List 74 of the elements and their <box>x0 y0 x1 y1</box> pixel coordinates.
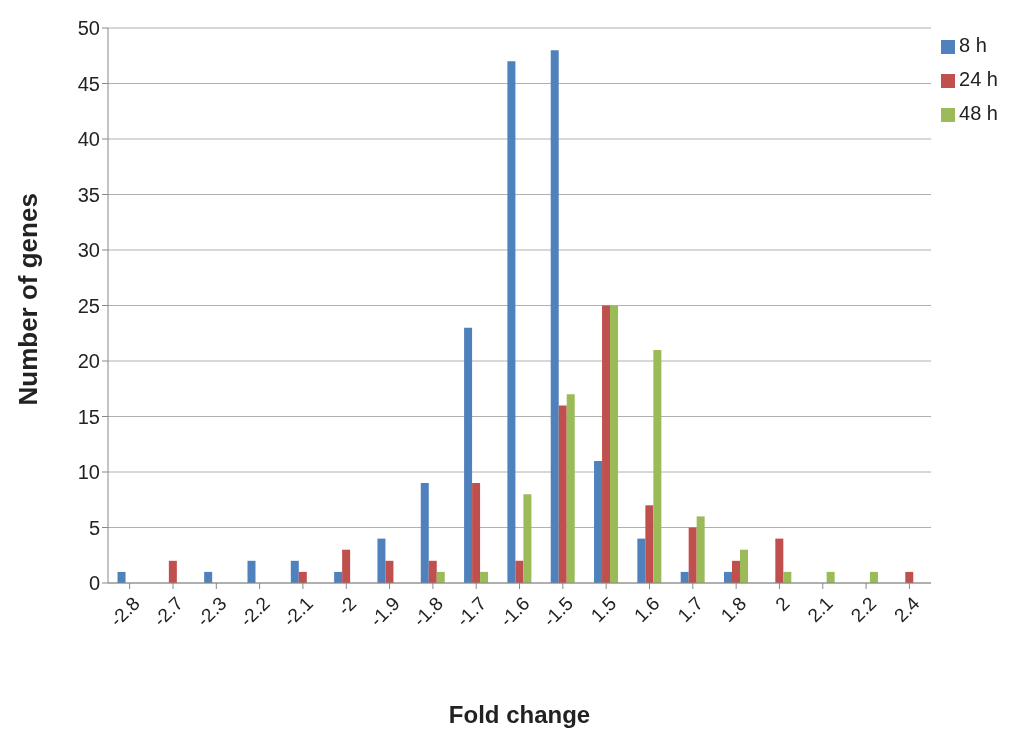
x-tick-label: -1.9 <box>365 592 404 631</box>
bar <box>436 571 445 583</box>
y-tick-label: 20 <box>77 350 100 373</box>
y-tick-label: 0 <box>88 572 100 595</box>
bar <box>724 571 732 583</box>
bar <box>602 305 611 583</box>
bar <box>507 61 516 583</box>
bar <box>680 571 689 583</box>
x-tick-label: 1.6 <box>630 592 664 627</box>
bar <box>428 560 437 583</box>
bar <box>168 560 177 583</box>
bar <box>783 571 792 583</box>
y-tick-label: 45 <box>77 72 100 95</box>
y-tick-label: 10 <box>77 461 100 484</box>
bar <box>523 494 532 583</box>
bar <box>740 549 748 583</box>
x-tick-label: -1.8 <box>409 592 448 631</box>
bar <box>826 571 835 583</box>
bar <box>342 549 351 583</box>
x-tick-label: -2.3 <box>192 592 231 631</box>
bar <box>696 516 705 583</box>
bar <box>377 538 386 583</box>
y-tick-label: 40 <box>77 128 100 151</box>
x-tick-label: 2.4 <box>890 592 924 627</box>
bar <box>566 394 575 583</box>
bar <box>385 560 394 583</box>
x-tick-label: -2.8 <box>105 592 144 631</box>
bar <box>247 560 256 583</box>
bar <box>480 571 489 583</box>
bar <box>645 505 654 583</box>
x-tick-label: 1.5 <box>586 592 621 627</box>
bar <box>637 538 646 583</box>
bar <box>610 305 619 583</box>
bar <box>204 571 213 583</box>
x-tick-label: -2.7 <box>149 592 188 631</box>
x-axis-title: Fold change <box>448 701 591 728</box>
bar <box>558 405 567 583</box>
bar <box>298 571 307 583</box>
y-tick-label: 30 <box>77 239 100 262</box>
x-tick-label: 2.2 <box>846 592 881 627</box>
legend-label: 24 h <box>959 68 998 90</box>
bar <box>290 560 299 583</box>
legend-label: 48 h <box>959 102 998 124</box>
bar <box>869 571 878 583</box>
bar <box>464 327 473 583</box>
bar <box>117 571 126 583</box>
x-tick-label: 1.8 <box>716 592 751 627</box>
x-tick-label: 2 <box>771 592 794 615</box>
bar <box>775 538 784 583</box>
x-tick-label: 1.7 <box>673 592 707 627</box>
legend-label: 8 h <box>959 34 987 56</box>
bar <box>334 571 343 583</box>
bar <box>515 560 524 583</box>
x-tick-label: -2.2 <box>235 592 274 631</box>
y-axis-title: Number of genes <box>13 193 44 406</box>
x-tick-label: -2 <box>333 592 361 620</box>
x-tick-label: -2.1 <box>279 592 318 631</box>
y-tick-label: 5 <box>88 516 100 539</box>
bar <box>653 349 662 583</box>
x-tick-label: 2.1 <box>803 592 837 627</box>
bar <box>420 483 429 583</box>
bar <box>594 460 603 583</box>
bar <box>688 527 697 583</box>
bar <box>472 483 481 583</box>
bar <box>550 50 559 583</box>
bar <box>905 571 914 583</box>
x-tick-label: -1.5 <box>538 592 577 631</box>
x-tick-label: -1.7 <box>452 592 491 631</box>
bar <box>732 560 740 583</box>
y-tick-label: 25 <box>77 294 100 317</box>
y-tick-label: 50 <box>77 17 100 40</box>
y-tick-label: 35 <box>77 183 100 206</box>
y-tick-label: 15 <box>77 405 100 428</box>
x-tick-label: -1.6 <box>495 592 534 631</box>
